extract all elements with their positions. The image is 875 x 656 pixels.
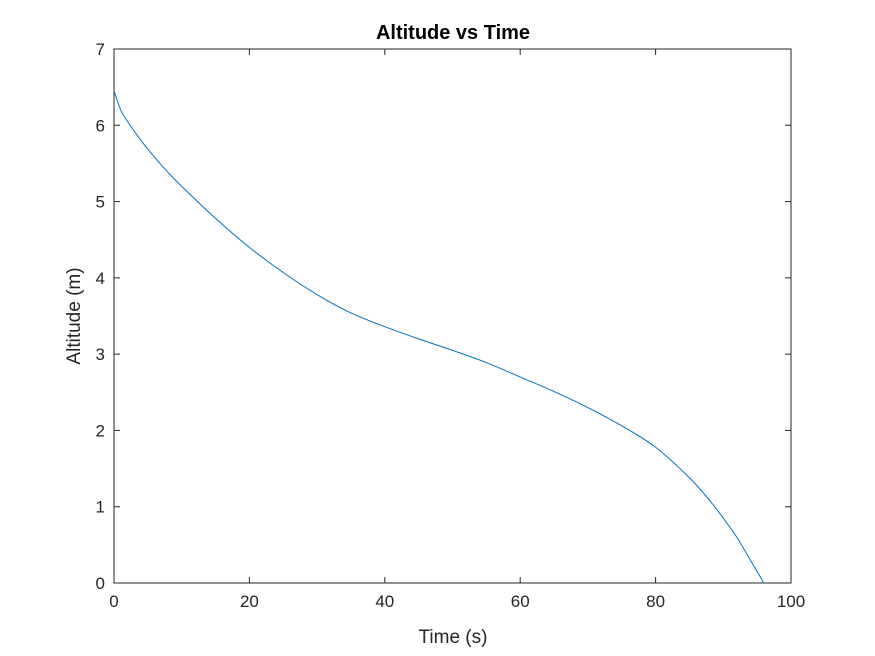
series-layer (113, 90, 764, 584)
y-tick-label: 6 (96, 116, 105, 135)
x-tick-label: 60 (511, 592, 530, 611)
x-tick-label: 100 (777, 592, 805, 611)
chart-title: Altitude vs Time (376, 22, 530, 44)
y-tick-label: 5 (96, 193, 105, 212)
y-axis-title: Altitude (m) (64, 267, 85, 364)
y-tick-label: 4 (96, 269, 105, 288)
y-tick-label: 7 (96, 40, 105, 59)
ticks-layer: 0 20 40 60 80 100 0 1 2 3 4 5 6 7 (96, 40, 806, 611)
x-tick-label: 0 (109, 592, 118, 611)
series-line-altitude (113, 90, 764, 584)
y-tick-label: 2 (96, 421, 105, 440)
y-tick-label: 1 (96, 498, 105, 517)
x-tick-label: 20 (240, 592, 259, 611)
x-tick-label: 40 (375, 592, 394, 611)
x-axis-title: Time (s) (419, 627, 488, 648)
plot-area (113, 48, 792, 584)
y-tick-label: 0 (96, 574, 105, 593)
y-tick-label: 3 (96, 345, 105, 364)
x-tick-label: 80 (646, 592, 665, 611)
